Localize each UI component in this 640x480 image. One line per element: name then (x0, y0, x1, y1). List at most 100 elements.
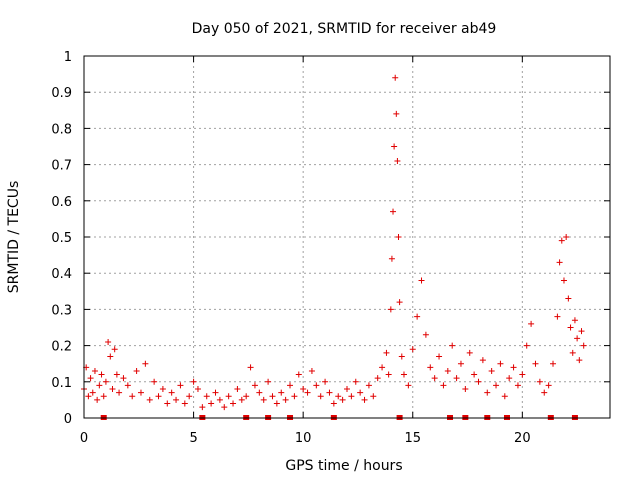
plot-frame (83, 55, 611, 419)
data-point (388, 255, 395, 262)
data-point (392, 74, 399, 81)
y-tick-label: 0.1 (51, 376, 72, 391)
data-point (313, 382, 320, 389)
data-point (427, 364, 434, 371)
data-point (300, 386, 307, 393)
data-point (571, 317, 578, 324)
data-point (409, 346, 416, 353)
data-point (475, 378, 482, 385)
data-point (194, 386, 201, 393)
data-point (190, 378, 197, 385)
data-point (394, 157, 401, 164)
data-point (155, 393, 162, 400)
data-point (269, 393, 276, 400)
data-points (81, 74, 587, 411)
data-point (523, 342, 530, 349)
data-point (357, 389, 364, 396)
data-point (550, 360, 557, 367)
data-point (444, 367, 451, 374)
data-point (422, 331, 429, 338)
data-point (532, 360, 539, 367)
data-point (541, 389, 548, 396)
y-axis-ticks: 0 0.1 0.2 0.3 0.4 0.5 0.6 0.7 0.8 0.9 1 (51, 50, 610, 427)
data-point (199, 404, 206, 411)
data-point (391, 143, 398, 150)
data-point (514, 382, 521, 389)
data-point (87, 375, 94, 382)
data-point (234, 386, 241, 393)
data-point (479, 357, 486, 364)
data-point (390, 208, 397, 215)
data-point (385, 371, 392, 378)
data-point (361, 396, 368, 403)
y-tick-label: 0.3 (51, 303, 72, 318)
data-point (330, 400, 337, 407)
data-point (133, 367, 140, 374)
data-point (322, 378, 329, 385)
data-point (565, 295, 572, 302)
data-point (528, 320, 535, 327)
data-point (251, 382, 258, 389)
data-point (159, 386, 166, 393)
data-point (124, 382, 131, 389)
x-tick-label: 20 (514, 431, 531, 446)
data-point (339, 396, 346, 403)
data-point (94, 396, 101, 403)
data-point (308, 367, 315, 374)
data-point (221, 404, 228, 411)
data-point (576, 357, 583, 364)
data-point (563, 234, 570, 240)
data-point (91, 367, 98, 374)
data-point (287, 382, 294, 389)
x-axis-ticks: 0 5 10 15 20 (80, 56, 531, 446)
data-point (462, 386, 469, 393)
data-point (556, 259, 563, 266)
x-axis-label: GPS time / hours (285, 458, 402, 474)
data-point (449, 342, 456, 349)
data-point (580, 342, 587, 349)
data-point (173, 396, 180, 403)
data-point (471, 371, 478, 378)
data-point (164, 400, 171, 407)
data-point (282, 396, 289, 403)
data-point (113, 371, 120, 378)
data-point (102, 378, 109, 385)
data-point (111, 346, 118, 353)
data-point (151, 378, 158, 385)
data-point (383, 349, 390, 356)
x-tick-label: 15 (404, 431, 421, 446)
data-point (146, 396, 153, 403)
data-point (348, 393, 355, 400)
data-point (243, 393, 250, 400)
data-point (545, 382, 552, 389)
data-point (317, 393, 324, 400)
y-tick-label: 0.5 (51, 231, 72, 246)
data-point (558, 237, 565, 244)
y-tick-label: 1 (64, 50, 72, 65)
data-point (578, 328, 585, 335)
data-point (238, 396, 245, 403)
data-point (387, 306, 394, 313)
data-point (120, 375, 127, 382)
data-point (186, 393, 193, 400)
data-point (497, 360, 504, 367)
y-tick-label: 0.8 (51, 122, 72, 137)
data-point (98, 371, 105, 378)
data-point (554, 313, 561, 320)
data-point (278, 389, 285, 396)
y-tick-label: 0 (64, 412, 72, 427)
data-point (569, 349, 576, 356)
data-point (436, 353, 443, 360)
y-tick-label: 0.2 (51, 340, 72, 355)
data-point (414, 313, 421, 320)
data-point (440, 382, 447, 389)
data-point (493, 382, 500, 389)
chart-title: Day 050 of 2021, SRMTID for receiver ab4… (192, 21, 497, 37)
data-point (295, 371, 302, 378)
data-point (291, 393, 298, 400)
y-axis-label: SRMTID / TECUs (6, 181, 22, 294)
data-point (519, 371, 526, 378)
data-point (574, 335, 581, 342)
data-point (208, 400, 215, 407)
data-point (105, 338, 112, 345)
